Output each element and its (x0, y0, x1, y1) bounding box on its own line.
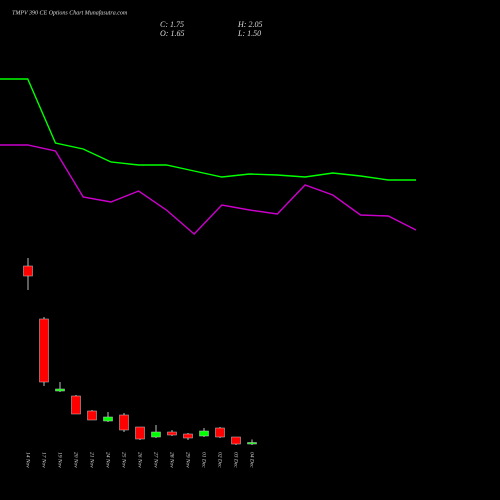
candle-body (167, 431, 177, 436)
x-tick-label: 29 Nov (185, 452, 191, 468)
x-tick-label: 27 Nov (153, 452, 159, 468)
high-label: H: 2.05 (237, 20, 262, 29)
x-tick-label: 01 Dec (201, 452, 207, 468)
candle-body (151, 431, 161, 438)
x-tick-label: 19 Nov (57, 452, 63, 468)
x-tick-label: 17 Nov (41, 452, 47, 468)
x-tick-label: 26 Nov (137, 452, 143, 468)
candle-body (55, 388, 65, 392)
x-tick-label: 03 Dec (233, 452, 239, 468)
x-tick-label: 25 Nov (121, 452, 127, 468)
x-tick-label: 02 Dec (217, 452, 223, 468)
close-label: C: 1.75 (160, 20, 184, 29)
candle-body (215, 427, 225, 438)
x-tick-label: 04 Dec (249, 452, 256, 468)
candle-body (23, 265, 33, 277)
ma-line (0, 78, 416, 181)
open-label: O: 1.65 (160, 29, 184, 38)
ma-line (0, 144, 417, 235)
x-tick-label: 14 Nov (25, 452, 32, 468)
candle-body (103, 416, 113, 422)
candle-body (119, 414, 129, 431)
candle-body (183, 433, 193, 439)
candle-body (135, 426, 145, 440)
candle-body (87, 410, 97, 421)
x-tick-label: 21 Nov (89, 452, 95, 468)
x-tick-label: 24 Nov (105, 452, 112, 468)
candle-body (199, 430, 209, 437)
candle-body (39, 318, 49, 383)
candle-body (247, 442, 257, 445)
candle-body (71, 395, 81, 415)
chart-title: TMPV 390 CE Options Chart Munafasutra.co… (12, 9, 128, 16)
x-tick-label: 28 Nov (169, 452, 175, 468)
candle-body (231, 436, 241, 445)
x-tick-label: 20 Nov (73, 452, 79, 468)
low-label: L: 1.50 (237, 29, 261, 38)
